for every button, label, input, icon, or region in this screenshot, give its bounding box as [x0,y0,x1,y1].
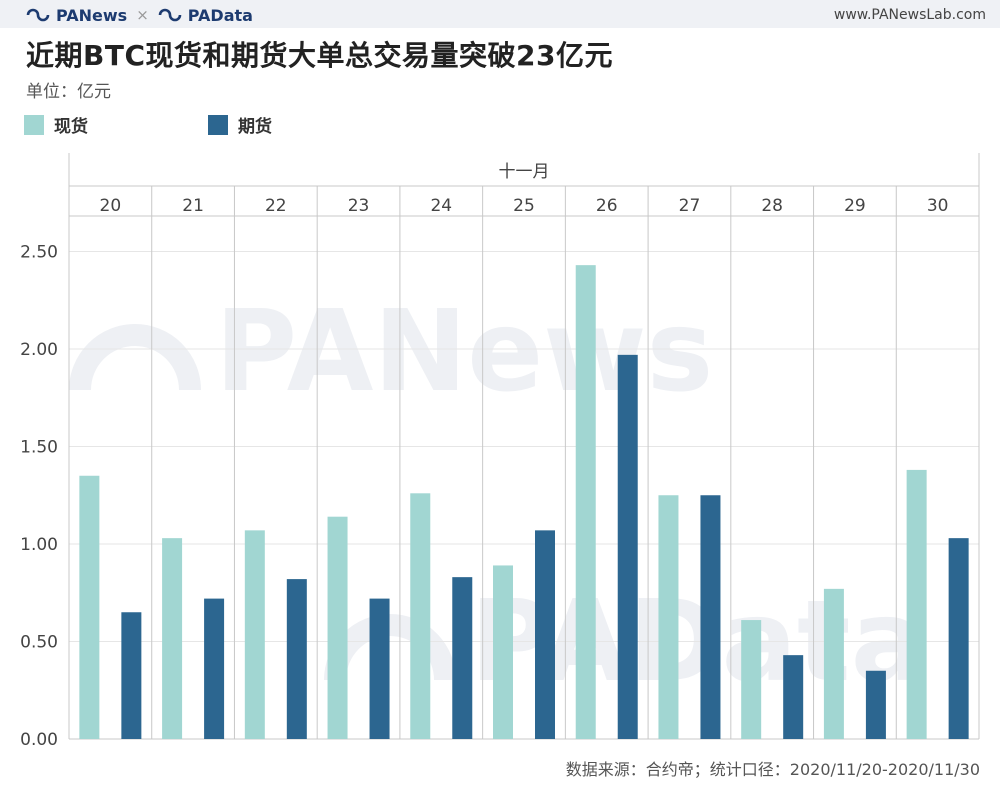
category-label: 27 [679,196,701,216]
bar-futures [121,612,142,739]
bar-futures [865,670,886,739]
category-label: 20 [100,196,122,216]
unit-label: 单位：亿元 [26,82,111,102]
bar-futures [286,579,307,739]
category-label: 25 [513,196,535,216]
bar-spot [244,530,265,739]
bar-futures [535,530,555,739]
month-label: 十一月 [499,162,550,182]
brand-logos: PANews × PAData [26,5,253,25]
bar-spot [658,495,679,739]
bar-spot [575,265,596,739]
legend-label-futures: 期货 [238,117,272,137]
bar-spot [741,620,762,739]
padata-logo-icon [158,8,182,22]
bar-spot [906,469,927,739]
grid-layer [68,153,980,740]
watermark-panews-icon [69,324,201,391]
bar-spot [79,475,100,739]
category-label: 30 [927,196,949,216]
chart-title: 近期BTC现货和期货大单总交易量突破23亿元 [26,39,613,72]
category-header: 十一月 20 21 22 23 24 25 26 27 28 29 30 [100,162,949,216]
category-label: 26 [596,196,618,216]
legend-swatch-spot [24,114,44,135]
category-label: 23 [348,196,370,216]
bar-spot [410,493,431,739]
bar-futures [452,577,473,739]
site-url[interactable]: www.PANewsLab.com [833,7,986,23]
y-tick-label: 0.50 [20,633,58,653]
category-label: 24 [430,196,452,216]
y-tick-label: 1.00 [20,535,58,555]
bar-futures [783,655,804,739]
watermark-panews: PANews [215,287,713,417]
y-tick-label: 2.50 [20,243,58,263]
bar-futures [617,354,638,739]
legend-item-spot: 现货 [24,112,88,137]
panews-logo-icon [26,8,50,22]
bar-futures [700,495,721,739]
legend-label-spot: 现货 [54,117,88,137]
bar-spot [162,538,183,739]
category-label: 21 [182,196,204,216]
bar-layer [79,265,969,739]
legend-item-futures: 期货 [208,112,272,137]
brand-panews: PANews [56,5,128,25]
y-tick-label: 0.00 [20,730,58,750]
category-label: 29 [844,196,866,216]
bar-spot [327,516,348,739]
bar-spot [823,588,844,739]
brand-separator: × [136,6,149,24]
brand-padata: PAData [187,5,253,25]
top-bar: PANews × PAData www.PANewsLab.com [0,0,1000,28]
y-axis: 0.00 0.50 1.00 1.50 2.00 2.50 [20,243,58,751]
category-label: 22 [265,196,287,216]
legend-swatch-futures [208,114,228,135]
bar-futures [369,598,390,739]
y-tick-label: 1.50 [20,438,58,458]
category-label: 28 [761,196,783,216]
bar-futures [948,538,969,739]
source-note: 数据来源：合约帝；统计口径：2020/11/20-2020/11/30 [565,760,980,779]
bar-spot [493,565,513,739]
bar-futures [204,598,225,739]
y-tick-label: 2.00 [20,340,58,360]
